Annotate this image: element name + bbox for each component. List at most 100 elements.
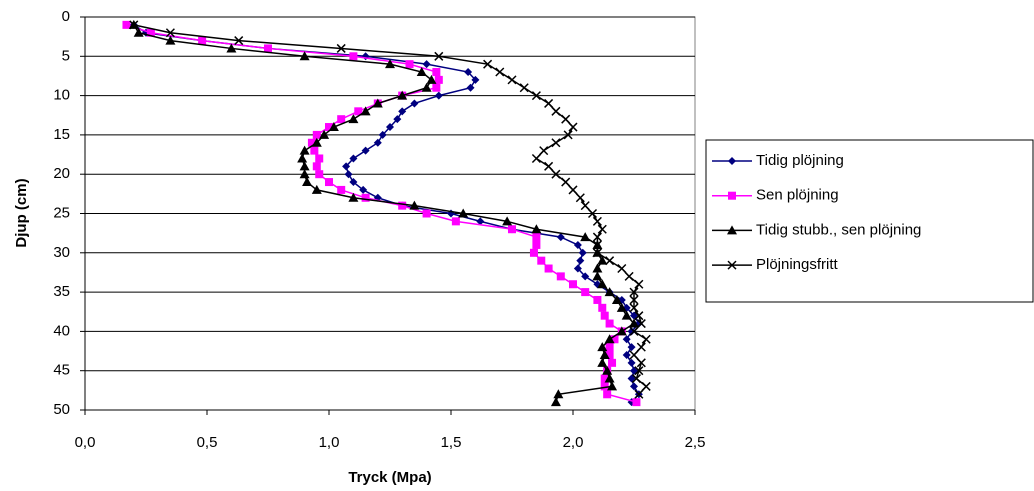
marker bbox=[349, 154, 358, 163]
marker bbox=[539, 146, 549, 156]
marker bbox=[622, 335, 631, 344]
marker bbox=[508, 225, 516, 234]
marker bbox=[165, 35, 176, 45]
marker bbox=[600, 311, 609, 320]
marker bbox=[580, 232, 591, 242]
marker bbox=[622, 350, 631, 359]
marker bbox=[561, 177, 571, 187]
marker bbox=[551, 138, 561, 148]
marker bbox=[629, 295, 639, 305]
marker bbox=[563, 130, 573, 140]
marker bbox=[634, 279, 644, 289]
marker bbox=[611, 294, 622, 304]
marker bbox=[416, 67, 427, 77]
marker bbox=[354, 107, 363, 116]
x-tick-label: 2,5 bbox=[685, 434, 706, 451]
marker bbox=[581, 272, 590, 281]
marker bbox=[624, 271, 634, 281]
marker bbox=[610, 335, 619, 344]
marker bbox=[593, 295, 602, 304]
marker bbox=[636, 319, 646, 329]
marker bbox=[165, 28, 175, 38]
marker bbox=[629, 318, 639, 328]
marker bbox=[422, 60, 431, 69]
marker bbox=[297, 153, 308, 163]
marker bbox=[597, 342, 608, 352]
marker bbox=[311, 184, 322, 194]
marker bbox=[605, 319, 614, 328]
marker bbox=[359, 185, 368, 194]
marker bbox=[337, 185, 346, 194]
marker bbox=[466, 83, 475, 92]
marker bbox=[348, 192, 359, 202]
marker bbox=[556, 272, 565, 281]
marker bbox=[604, 373, 615, 383]
marker bbox=[464, 68, 473, 77]
marker bbox=[556, 233, 565, 242]
marker bbox=[198, 36, 207, 45]
marker bbox=[434, 75, 443, 84]
marker bbox=[299, 161, 310, 171]
marker bbox=[605, 343, 614, 352]
marker bbox=[600, 374, 609, 383]
marker bbox=[636, 342, 646, 352]
marker bbox=[451, 217, 460, 226]
marker bbox=[410, 99, 419, 108]
marker bbox=[728, 157, 736, 165]
marker bbox=[328, 122, 339, 132]
legend-label: Plöjningsfritt bbox=[756, 256, 839, 273]
marker bbox=[602, 365, 613, 375]
marker bbox=[378, 130, 387, 139]
marker bbox=[129, 20, 139, 30]
marker bbox=[432, 83, 441, 92]
marker bbox=[578, 248, 587, 257]
marker bbox=[342, 162, 351, 171]
y-tick-label: 5 bbox=[62, 47, 70, 64]
marker bbox=[592, 248, 602, 258]
marker bbox=[580, 201, 590, 211]
marker bbox=[422, 209, 431, 218]
marker bbox=[592, 240, 602, 250]
marker bbox=[385, 59, 395, 69]
marker bbox=[397, 90, 408, 100]
marker bbox=[728, 191, 736, 200]
marker bbox=[373, 138, 382, 147]
marker bbox=[532, 233, 541, 242]
marker bbox=[587, 208, 598, 219]
marker bbox=[605, 256, 615, 266]
legend-label: Sen plöjning bbox=[756, 187, 839, 204]
marker bbox=[600, 382, 609, 391]
marker bbox=[348, 114, 359, 124]
marker bbox=[361, 193, 370, 202]
marker bbox=[483, 59, 493, 69]
marker bbox=[634, 366, 644, 376]
y-tick-label: 40 bbox=[53, 322, 70, 339]
x-tick-label: 0,5 bbox=[197, 434, 218, 451]
y-tick-label: 10 bbox=[53, 87, 70, 104]
marker bbox=[621, 310, 632, 320]
marker bbox=[133, 27, 144, 37]
marker bbox=[519, 83, 529, 93]
legend bbox=[705, 139, 1034, 303]
marker bbox=[409, 200, 420, 210]
marker bbox=[532, 240, 541, 249]
marker bbox=[319, 129, 330, 139]
marker bbox=[568, 122, 578, 132]
marker bbox=[568, 185, 578, 195]
marker bbox=[569, 280, 577, 289]
marker bbox=[641, 381, 651, 391]
marker bbox=[531, 224, 542, 234]
marker bbox=[592, 263, 603, 273]
marker bbox=[604, 334, 615, 344]
marker bbox=[551, 106, 561, 116]
marker bbox=[627, 358, 636, 367]
x-tick-label: 2,0 bbox=[563, 434, 584, 451]
marker bbox=[349, 178, 358, 187]
marker bbox=[315, 154, 324, 163]
marker bbox=[616, 326, 627, 336]
marker bbox=[434, 91, 443, 100]
marker bbox=[631, 374, 641, 384]
marker bbox=[544, 264, 553, 273]
marker bbox=[360, 106, 371, 116]
marker bbox=[432, 68, 441, 77]
